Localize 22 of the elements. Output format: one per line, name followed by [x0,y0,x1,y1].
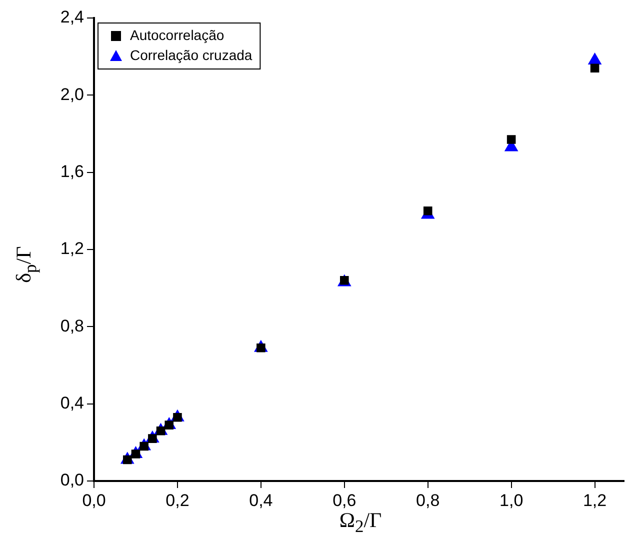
point [423,206,432,216]
point [590,64,600,73]
point [506,135,516,144]
y-tick-label: 1,6 [60,162,84,182]
x-axis-title: Ω$_{2}$/Γ [339,508,383,538]
y-tick-label: 0,4 [60,394,84,413]
x-tick-label: 0,4 [249,490,273,510]
legend-label: Correlação cruzada [130,46,252,63]
y-tick-label: 0,8 [60,316,84,336]
y-tick-label: 0,0 [60,470,84,490]
x-tick-label: 0,2 [166,490,190,510]
x-tick-label: 0,6 [332,490,356,510]
x-tick-label: 1,2 [582,490,607,510]
legend-label: Autocorrelação [130,26,224,43]
y-tick-label: 2,0 [60,84,84,104]
point [164,420,174,430]
x-tick-label: 0,0 [82,490,106,510]
x-tick-label: 0,8 [416,490,440,510]
point [588,52,602,64]
y-tick-label: 1,2 [60,239,84,258]
x-tick-label: 1,0 [500,490,524,510]
y-tick-label: 2,4 [60,8,84,27]
